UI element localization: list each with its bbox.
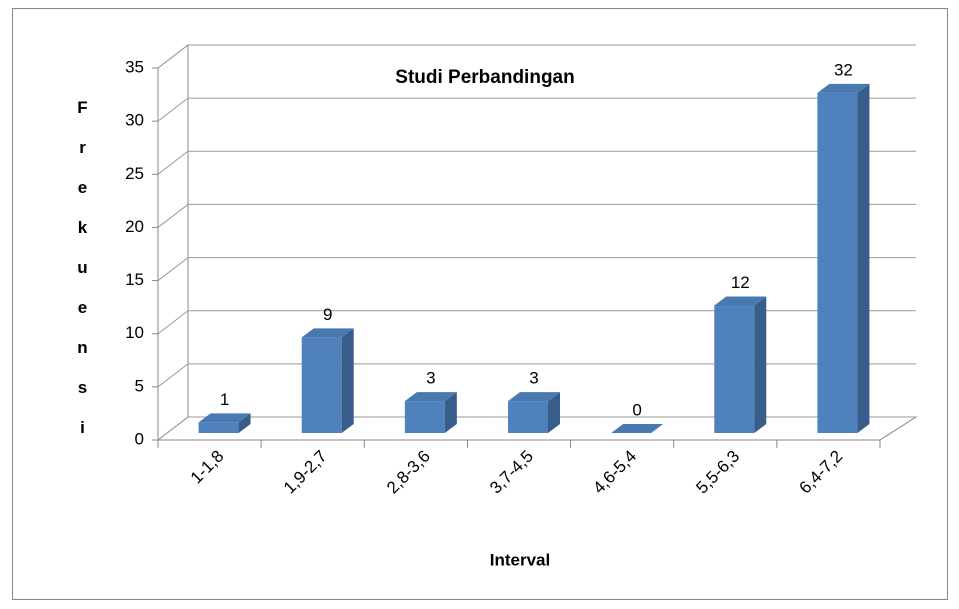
bar-side [341, 328, 354, 433]
data-label: 3 [529, 369, 538, 388]
grid-line [157, 150, 916, 175]
bar-front [714, 305, 755, 433]
bar-front [301, 337, 342, 433]
bar-side [548, 392, 560, 433]
data-label: 9 [323, 305, 332, 324]
chart-frame [12, 8, 948, 600]
y-tick-label: 5 [135, 376, 144, 395]
bar-side [238, 413, 251, 433]
grid-line [157, 363, 916, 388]
bar-front [404, 401, 445, 433]
bar-front [198, 422, 239, 433]
data-label: 0 [632, 400, 641, 419]
y-tick-label: 30 [125, 111, 144, 130]
bar-front [817, 92, 858, 433]
data-label: 32 [834, 60, 853, 79]
chart-title: Studi Perbandingan [395, 67, 574, 88]
data-label: 1 [220, 390, 229, 409]
y-tick-label: 35 [125, 57, 144, 76]
y-tick-label: 10 [125, 323, 144, 342]
marks [198, 83, 870, 433]
bar-top [611, 424, 664, 433]
bar-side [444, 392, 457, 433]
bar-front [508, 401, 548, 433]
bar [404, 392, 457, 433]
grid-line [157, 257, 916, 281]
bar-top [404, 392, 457, 402]
bar [714, 296, 767, 433]
y-axis-title: Frekuensi [73, 98, 92, 458]
y-tick-label: 20 [125, 217, 144, 236]
bar [198, 413, 251, 433]
grid-line [157, 44, 916, 69]
bar-top [198, 413, 251, 423]
grid-line [157, 416, 916, 441]
y-tick-label: 15 [125, 270, 144, 289]
bar-top [817, 83, 870, 93]
bar [301, 328, 354, 433]
bar-top [508, 392, 560, 402]
bar-top [301, 328, 354, 338]
bar-side [754, 296, 767, 433]
bar [817, 83, 870, 433]
y-tick-label: 25 [125, 164, 144, 183]
data-label: 3 [426, 369, 435, 388]
grid-line [157, 203, 916, 228]
data-label: 12 [731, 273, 750, 292]
x-axis-title: Interval [490, 550, 550, 569]
y-tick-label: 0 [135, 429, 144, 448]
grid-line [157, 310, 916, 335]
bar [508, 392, 560, 433]
bar-top [714, 296, 767, 306]
grid-line [157, 97, 916, 122]
bar-side [857, 83, 870, 433]
bar [611, 424, 664, 433]
grid [152, 44, 918, 448]
